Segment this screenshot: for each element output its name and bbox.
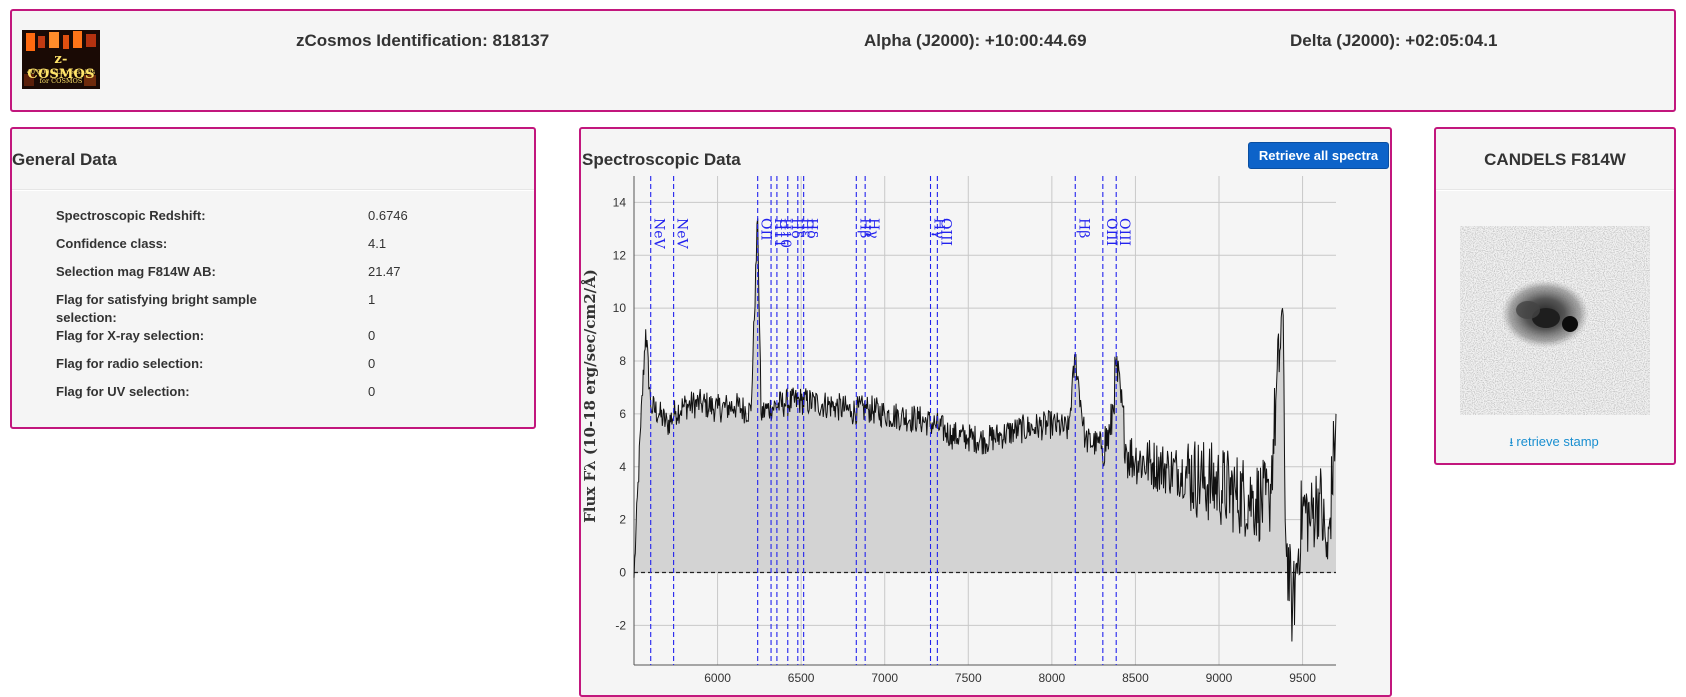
x-tick-label: 7500 (955, 671, 982, 685)
zcosmos-logo: z-COSMOS 40'000 VLT redshifts for COSMOS (22, 30, 100, 89)
logo-subtitle-line1: 40'000 VLT redshifts (26, 68, 96, 76)
candels-stamp-image (1460, 226, 1650, 415)
tick-labels-group: 6000 6500 7000 7500 8000 8500 9000 9500 -2 0 2 4 6 8 1… (613, 195, 1317, 685)
y-tick-label: 8 (619, 354, 626, 368)
confidence-class-value: 4.1 (368, 236, 387, 251)
x-tick-label: 9000 (1206, 671, 1233, 685)
emission-line-label: NeV (674, 218, 690, 250)
general-data-title: General Data (12, 150, 117, 169)
emission-line-label: OIII (1116, 218, 1132, 246)
uv-flag-value: 0 (368, 384, 376, 399)
bright-sample-flag-label: Flag for satisfying bright sample select… (56, 292, 257, 325)
emission-line-label: OII (758, 218, 774, 241)
zcosmos-identification: zCosmos Identification: 818137 (296, 31, 550, 50)
redshift-value: 0.6746 (368, 208, 408, 223)
emission-line-label: Hβ (1075, 218, 1091, 238)
emission-line-label: Hγ (931, 218, 947, 239)
y-tick-label: 0 (619, 565, 626, 579)
y-tick-label: -2 (615, 618, 626, 632)
x-tick-label: 7000 (871, 671, 898, 685)
y-tick-label: 6 (619, 407, 626, 421)
emission-line-label: OIII (1103, 218, 1119, 246)
bright-sample-flag-value: 1 (368, 292, 376, 307)
y-tick-label: 12 (613, 248, 627, 262)
delta-coordinate: Delta (J2000): +02:05:04.1 (1290, 31, 1498, 50)
candels-divider (1436, 189, 1674, 191)
logo-subtitle-line2: for COSMOS (39, 77, 83, 85)
emission-line-label: Hδ (804, 218, 820, 239)
xray-flag-label: Flag for X-ray selection: (56, 328, 205, 343)
y-tick-label: 2 (619, 513, 626, 527)
redshift-label: Spectroscopic Redshift: (56, 208, 206, 223)
emission-line-label: H10 (777, 218, 793, 248)
retrieve-all-spectra-button[interactable]: Retrieve all spectra (1248, 142, 1389, 169)
retrieve-stamp-link[interactable]: ⭳ retrieve stamp (1434, 433, 1674, 454)
xray-flag-value: 0 (368, 328, 376, 343)
x-tick-label: 9500 (1289, 671, 1316, 685)
retrieve-stamp-label: retrieve stamp (1516, 434, 1599, 449)
logo-title: z-COSMOS (27, 52, 95, 82)
y-tick-label: 14 (613, 195, 627, 209)
general-data-divider (12, 189, 534, 191)
emission-line-label: Hδ (788, 218, 804, 239)
spectrum-area-group (633, 218, 1337, 642)
spectroscopic-data-title: Spectroscopic Data (582, 150, 741, 169)
download-icon: ⭳ (1509, 435, 1514, 449)
header-panel (10, 9, 1676, 112)
emission-line-label: OIII (937, 218, 953, 246)
general-data-panel (10, 127, 536, 429)
emission-line-label: Hβ (856, 218, 872, 238)
radio-flag-value: 0 (368, 356, 376, 371)
emission-line-label: H11 (771, 218, 787, 248)
alpha-coordinate: Alpha (J2000): +10:00:44.69 (864, 31, 1087, 50)
y-axis-label: Flux Fλ (10-18 erg/sec/cm2/Å) (581, 269, 599, 523)
candels-title: CANDELS F814W (1484, 150, 1626, 169)
x-tick-label: 8500 (1122, 671, 1149, 685)
selection-mag-value: 21.47 (368, 264, 401, 279)
spectrum-fill (634, 218, 1336, 642)
y-tick-label: 4 (619, 460, 626, 474)
x-tick-label: 6000 (704, 671, 731, 685)
uv-flag-label: Flag for UV selection: (56, 384, 190, 399)
spectrum-line (633, 218, 1337, 642)
y-tick-label: 10 (613, 301, 627, 315)
emission-line-label: NeV (651, 218, 667, 250)
confidence-class-label: Confidence class: (56, 236, 168, 251)
x-tick-label: 6500 (788, 671, 815, 685)
x-tick-label: 8000 (1039, 671, 1066, 685)
emission-line-label: Hγ (865, 218, 881, 239)
selection-mag-label: Selection mag F814W AB: (56, 264, 216, 279)
emission-line-label: Hε (798, 218, 814, 237)
radio-flag-label: Flag for radio selection: (56, 356, 204, 371)
